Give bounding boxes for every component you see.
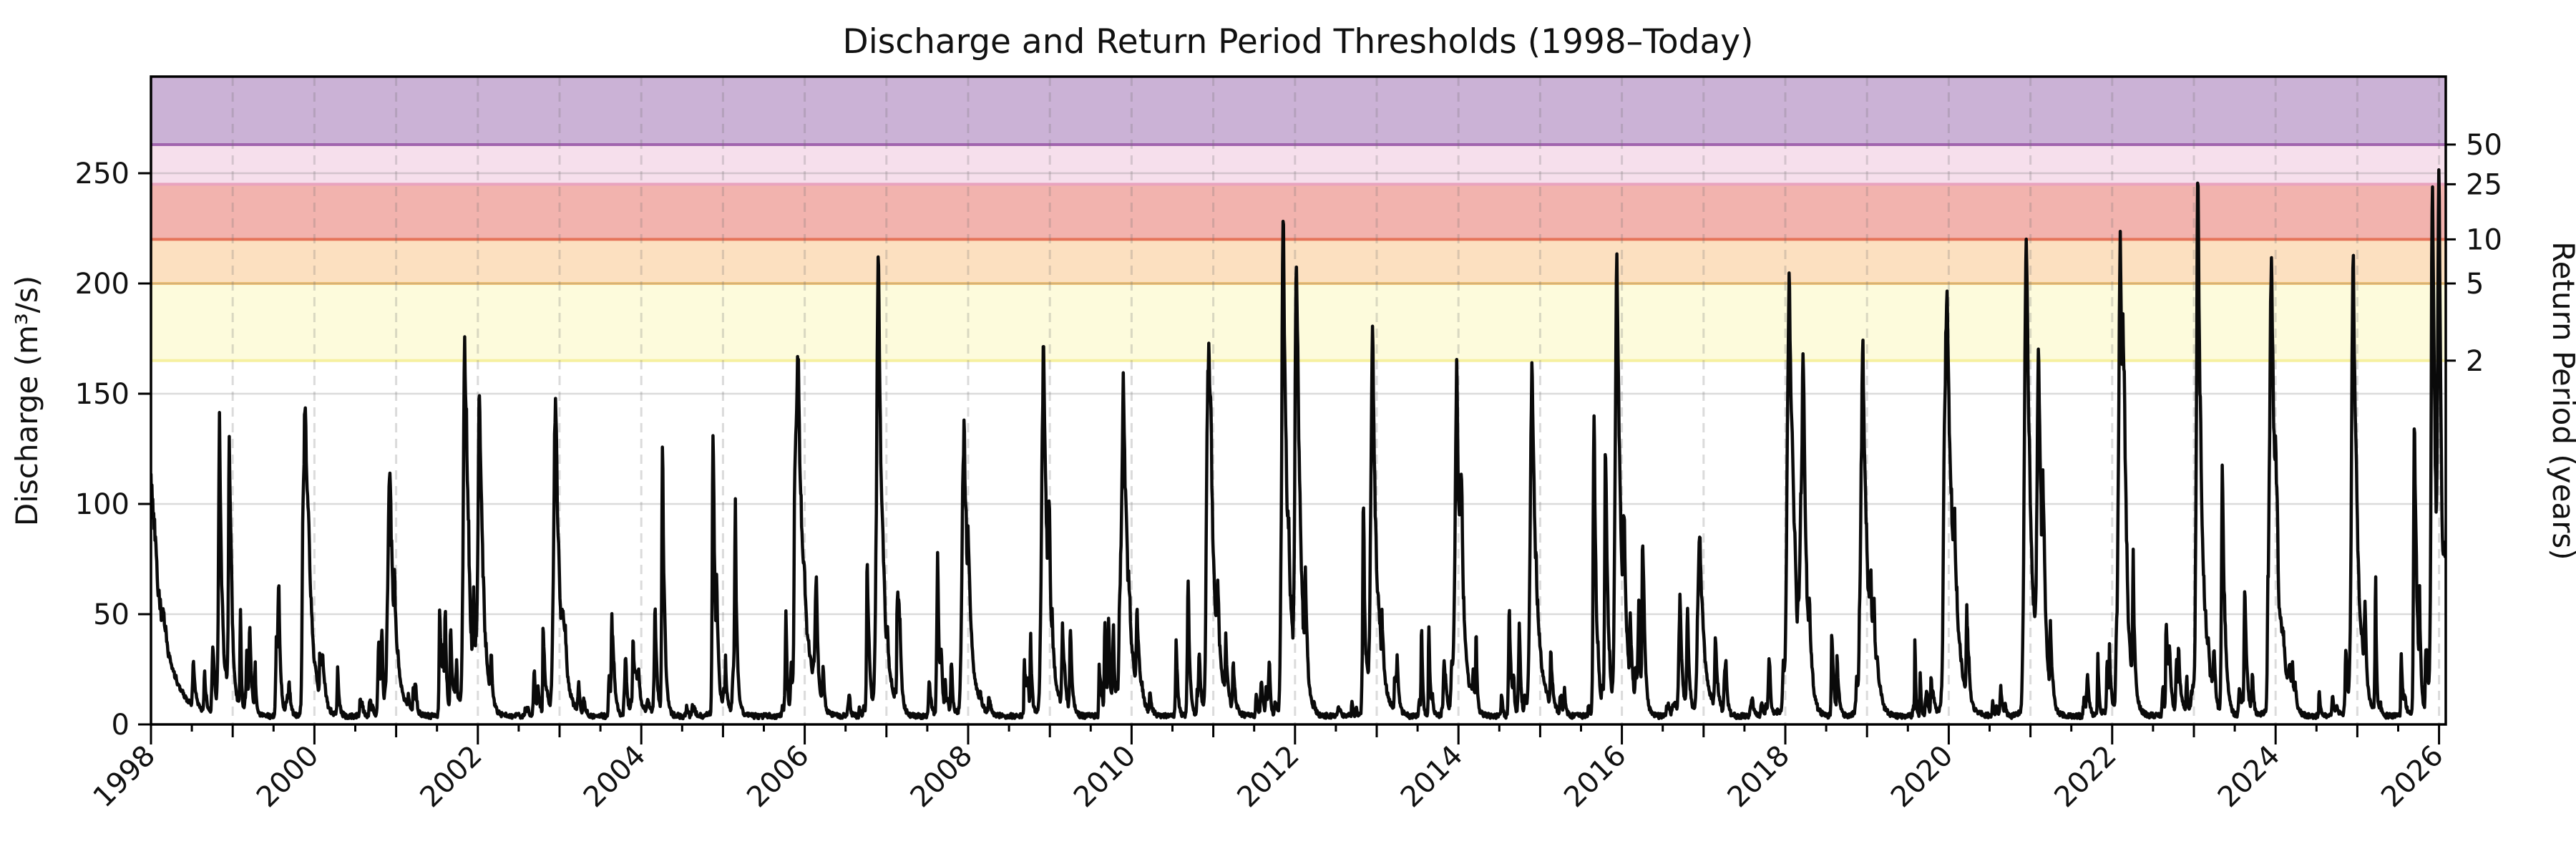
y-tick-label-left-150: 150 [75, 378, 130, 411]
y-tick-label-right-50: 50 [2466, 129, 2502, 162]
y-tick-label-right-5: 5 [2466, 268, 2484, 301]
left-axis-label: Discharge (m³/s) [9, 276, 44, 526]
right-axis-label: Return Period (years) [2546, 241, 2576, 560]
y-tick-label-left-50: 50 [93, 598, 130, 631]
y-tick-label-right-10: 10 [2466, 223, 2502, 256]
discharge-series [151, 168, 2446, 721]
return-band-25yr [151, 144, 2446, 185]
return-band-50yr [151, 77, 2446, 145]
y-tick-label-left-100: 100 [75, 488, 130, 521]
return-band-5yr [151, 239, 2446, 283]
chart-title: Discharge and Return Period Thresholds (… [843, 22, 1754, 62]
return-period-bands [151, 77, 2446, 362]
y-tick-label-left-200: 200 [75, 268, 130, 301]
y-tick-label-right-25: 25 [2466, 168, 2502, 201]
discharge-line [151, 168, 2446, 721]
y-tick-label-right-2: 2 [2466, 345, 2484, 378]
axes [138, 75, 2456, 744]
y-tick-label-left-250: 250 [75, 157, 130, 190]
return-band-10yr [151, 184, 2446, 240]
plot-area-border [150, 75, 2447, 726]
y-tick-labels-left: 0 50 100 150 200 250 [75, 157, 130, 742]
y-tick-label-left-0: 0 [112, 709, 130, 742]
